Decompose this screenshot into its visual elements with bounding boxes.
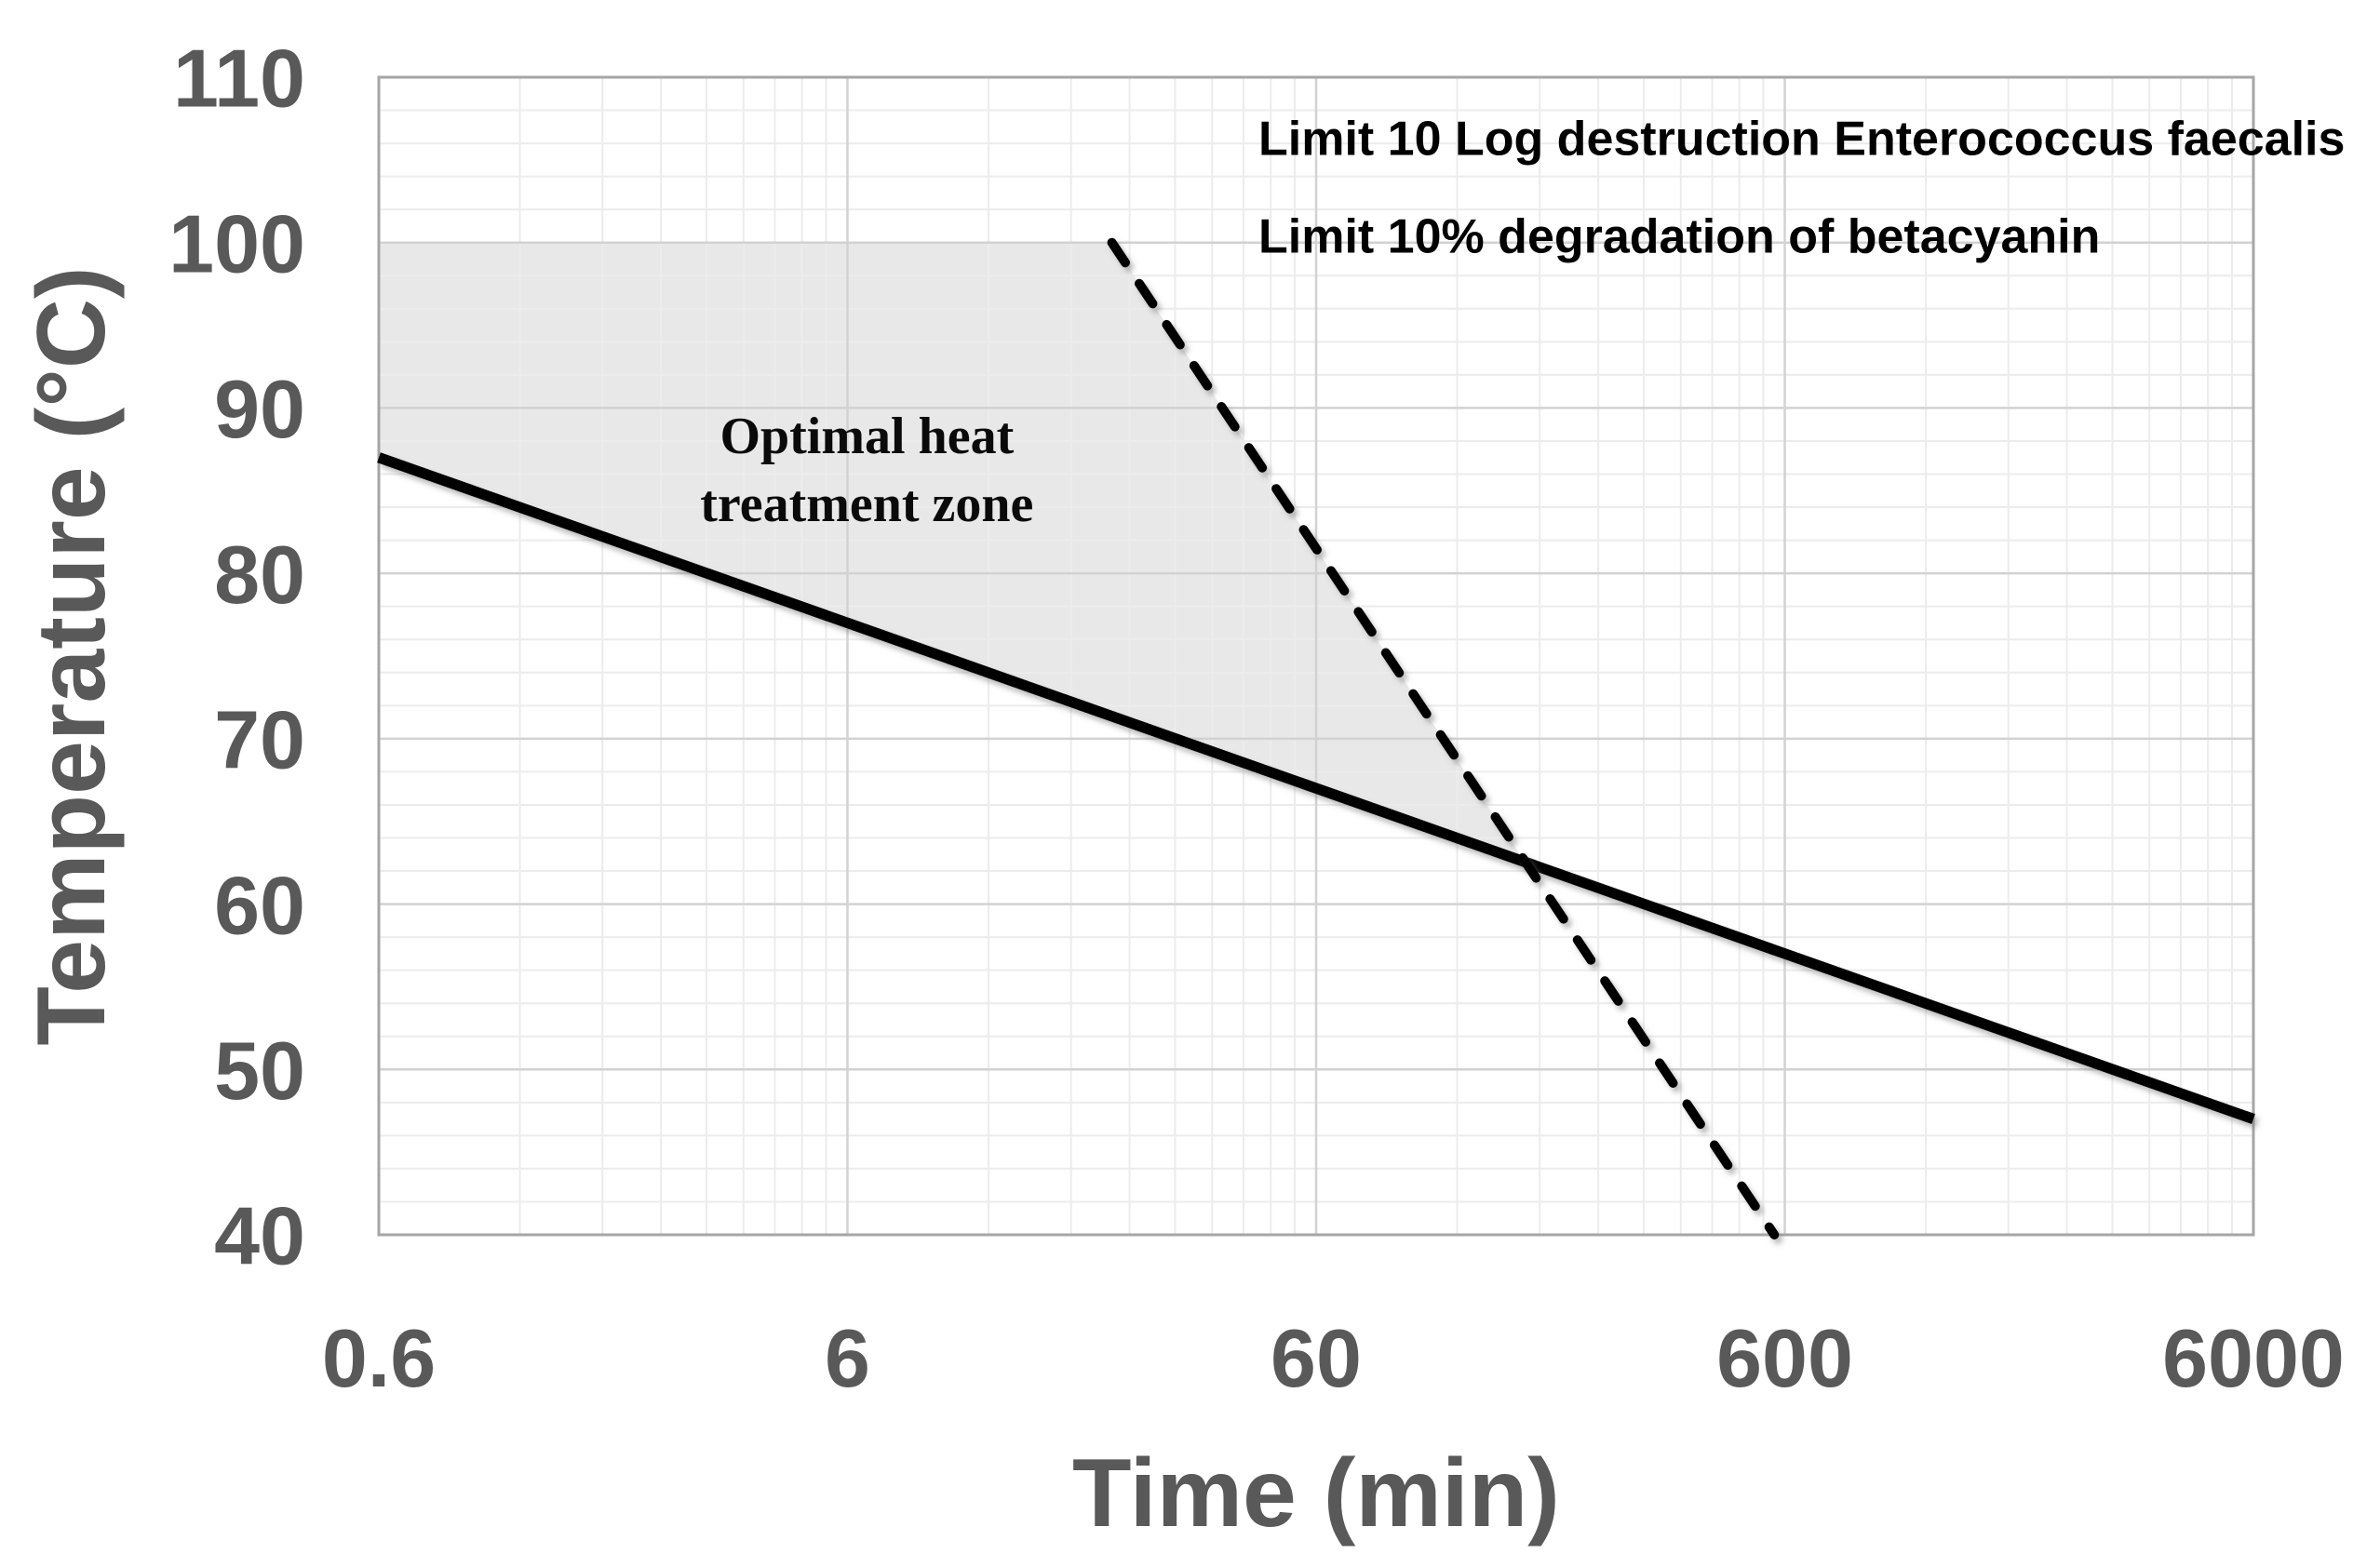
x-tick-0.6: 0.6 <box>322 1312 436 1404</box>
optimal-zone-label-line-1: Optimal heat <box>719 408 1014 465</box>
y-tick-110: 110 <box>173 33 305 125</box>
y-tick-40: 40 <box>214 1190 305 1282</box>
y-tick-100: 100 <box>168 197 305 289</box>
y-tick-70: 70 <box>214 694 305 786</box>
legend-label-1: Limit 10% degradation of betacyanin <box>1258 210 2100 264</box>
optimal-zone-label-line-2: treatment zone <box>700 475 1033 533</box>
y-tick-60: 60 <box>214 859 305 951</box>
x-tick-6: 6 <box>825 1312 870 1404</box>
y-tick-80: 80 <box>214 529 305 621</box>
y-axis-title: Temperature (°C) <box>18 266 126 1045</box>
series-line-dashed <box>1107 237 1780 1239</box>
x-tick-6000: 6000 <box>2162 1312 2345 1404</box>
x-axis-tick-labels: 0.6 6 60 600 6000 <box>322 1312 2345 1404</box>
x-tick-60: 60 <box>1271 1312 1362 1404</box>
legend: Limit 10 Log destruction Enterococcus fa… <box>1147 113 2345 264</box>
x-tick-600: 600 <box>1716 1312 1853 1404</box>
plot-border <box>377 75 2255 1237</box>
legend-label-0: Limit 10 Log destruction Enterococcus fa… <box>1258 113 2345 167</box>
major-gridlines <box>379 77 2253 1235</box>
y-tick-50: 50 <box>214 1025 305 1117</box>
optimal-zone-area <box>379 242 1526 864</box>
x-axis-title: Time (min) <box>1072 1440 1560 1547</box>
series-line-solid <box>377 452 2255 1125</box>
y-tick-90: 90 <box>214 363 305 455</box>
y-axis-tick-labels: 110 100 90 80 70 60 50 40 <box>168 33 305 1282</box>
